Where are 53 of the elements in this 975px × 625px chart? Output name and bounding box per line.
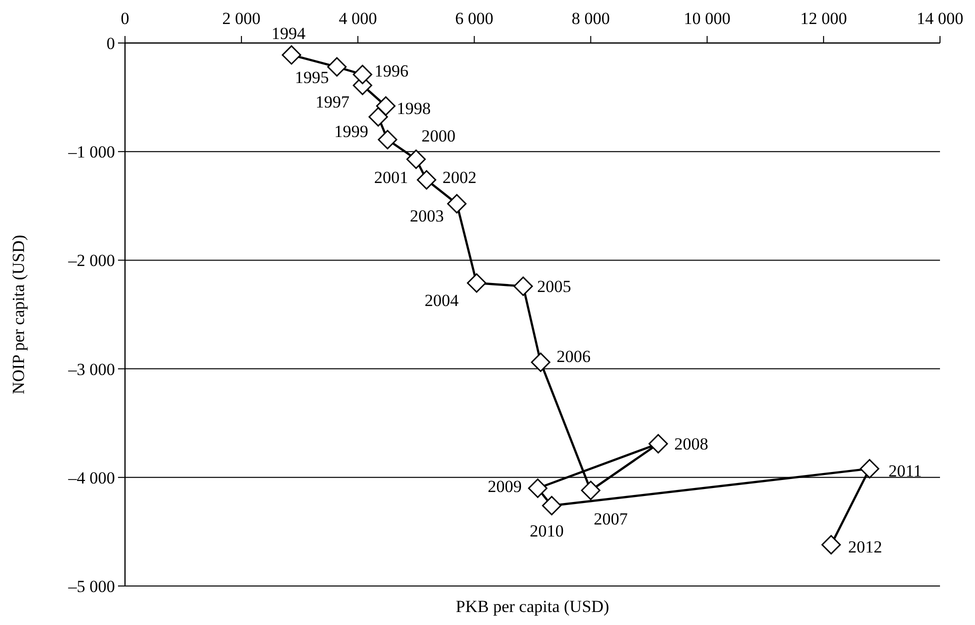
- point: [821, 535, 841, 554]
- x-tick-label: 2 000: [222, 9, 261, 28]
- point: [513, 276, 533, 296]
- x-tick-label: 8 000: [572, 9, 610, 28]
- annotation: 1996: [374, 61, 409, 80]
- point: [542, 496, 562, 516]
- x-tick-label: 10 000: [684, 9, 731, 28]
- annotation: 2010: [530, 522, 564, 541]
- annotation: 2004: [424, 290, 460, 310]
- point: [327, 57, 347, 77]
- annotation: 2006: [556, 347, 591, 366]
- y-tick-label: 0: [106, 34, 115, 53]
- point: [376, 96, 396, 116]
- y-tick-label: –4 000: [67, 468, 115, 488]
- annotation: 2011: [888, 462, 922, 481]
- annotation: 2008: [674, 434, 708, 454]
- x-tick-label: 12 000: [800, 9, 847, 28]
- point: [352, 64, 372, 84]
- point: [466, 273, 486, 293]
- point: [378, 130, 398, 150]
- x-tick-label: 4 000: [338, 9, 377, 28]
- annotation: 2009: [488, 477, 522, 496]
- x-axis-title: PKB per capita (USD): [456, 597, 610, 616]
- annotation: 2001: [374, 168, 408, 188]
- x-tick-label: 0: [120, 9, 130, 28]
- annotation: 1998: [396, 98, 431, 118]
- y-tick-label: –3 000: [67, 360, 115, 379]
- point: [416, 170, 436, 190]
- point: [282, 45, 302, 65]
- annotation: 2005: [537, 277, 572, 296]
- point: [581, 480, 600, 500]
- y-tick-label: –5 000: [67, 576, 115, 596]
- point: [368, 107, 388, 127]
- annotation: 2002: [442, 168, 477, 187]
- y-tick-label: –1 000: [67, 142, 115, 162]
- point: [530, 352, 550, 372]
- point: [447, 194, 467, 214]
- annotation: 2007: [594, 509, 628, 528]
- point: [528, 478, 548, 498]
- x-tick-label: 14 000: [916, 9, 964, 28]
- annotation: 1999: [334, 122, 368, 141]
- annotation: 1994: [271, 24, 306, 43]
- point: [406, 150, 426, 169]
- y-axis-title: NOIP per capita (USD): [9, 234, 28, 394]
- annotation: 2012: [848, 538, 882, 557]
- annotation: 2000: [422, 126, 456, 146]
- x-tick-label: 6 000: [455, 9, 494, 28]
- y-tick-label: –2 000: [67, 251, 115, 270]
- annotation: 2003: [410, 206, 444, 226]
- annotation: 1995: [294, 68, 329, 87]
- point: [648, 434, 668, 454]
- point: [860, 459, 880, 478]
- annotation: 1997: [316, 92, 350, 112]
